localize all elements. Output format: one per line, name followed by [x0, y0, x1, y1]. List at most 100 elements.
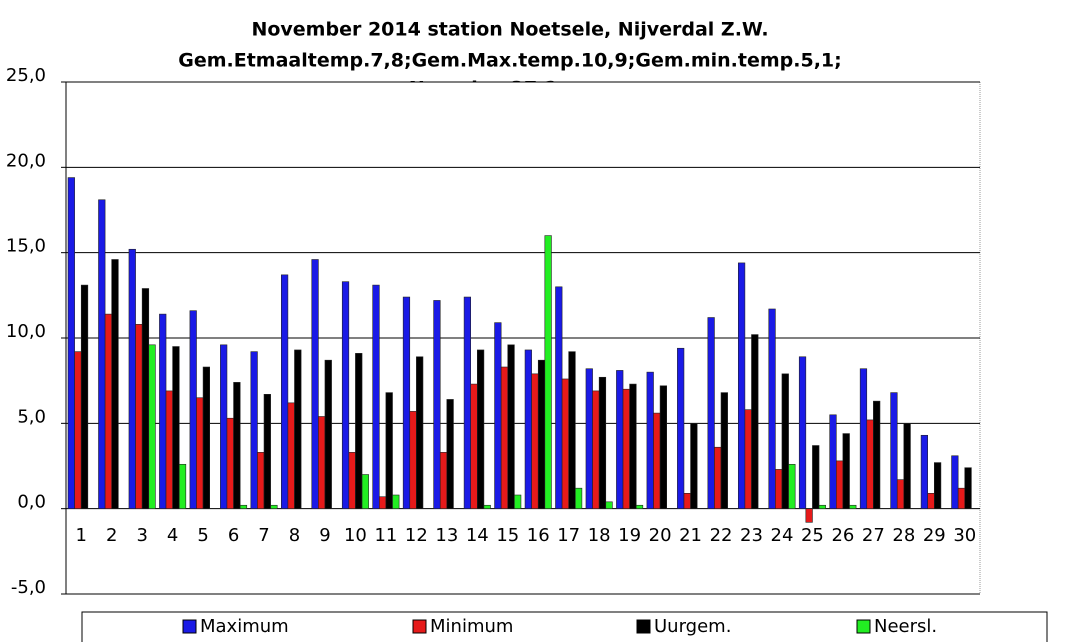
bar	[788, 463, 796, 509]
bar	[111, 259, 119, 509]
y-tick-label: 0,0	[17, 492, 46, 513]
legend-swatch	[182, 619, 197, 634]
bar	[873, 400, 881, 509]
bar	[866, 419, 874, 509]
bar	[544, 235, 552, 509]
bar	[622, 388, 630, 509]
bar	[361, 474, 369, 509]
x-tick-label: 29	[923, 525, 946, 546]
bar	[104, 313, 112, 509]
bar	[148, 344, 156, 509]
bar	[896, 479, 905, 509]
bar	[341, 281, 350, 509]
bar	[98, 199, 106, 509]
bar	[616, 370, 624, 509]
x-tick-label: 11	[374, 525, 397, 546]
y-tick-label: 5,0	[17, 406, 46, 427]
x-tick-label: 26	[831, 525, 854, 546]
bar	[67, 177, 75, 509]
bar	[257, 452, 265, 509]
bar	[263, 394, 271, 509]
bar	[629, 383, 637, 509]
legend-swatch	[636, 619, 651, 634]
bar	[890, 392, 898, 509]
bar	[446, 399, 454, 509]
bar	[74, 351, 82, 509]
bar	[378, 496, 387, 509]
bar	[537, 359, 546, 509]
bar	[903, 423, 911, 509]
x-tick-label: 20	[649, 525, 672, 546]
x-tick-label: 25	[801, 525, 824, 546]
bar	[270, 504, 278, 509]
legend-label: Minimum	[430, 616, 513, 637]
x-tick-label: 10	[344, 525, 367, 546]
x-tick-label: 23	[740, 525, 763, 546]
bar	[189, 310, 197, 509]
bar	[812, 445, 820, 509]
x-tick-label: 18	[588, 525, 611, 546]
bar	[202, 366, 211, 509]
bar	[951, 455, 959, 509]
bar	[555, 286, 563, 509]
legend-label: Neersl.	[874, 616, 937, 637]
bar	[751, 334, 759, 509]
bar	[653, 412, 661, 509]
bar	[220, 344, 228, 509]
x-tick-label: 3	[136, 525, 147, 546]
bar	[737, 262, 746, 509]
bar	[798, 356, 807, 509]
bar	[775, 469, 783, 509]
x-tick-label: 8	[289, 525, 300, 546]
x-tick-label: 6	[228, 525, 239, 546]
bar	[439, 452, 448, 509]
bar	[402, 296, 411, 509]
bar	[835, 460, 844, 509]
bar	[933, 462, 942, 509]
bar	[178, 463, 187, 509]
bar	[318, 416, 326, 509]
x-tick-label: 27	[862, 525, 885, 546]
bar	[598, 376, 607, 509]
y-tick-label: 20,0	[6, 150, 46, 171]
bar	[500, 366, 509, 509]
x-tick-label: 5	[197, 525, 208, 546]
x-tick-label: 17	[557, 525, 580, 546]
bar	[416, 356, 424, 509]
bar	[964, 467, 972, 509]
bar	[324, 359, 332, 509]
bar	[392, 494, 400, 509]
legend-box	[81, 611, 1048, 642]
x-tick-label: 4	[167, 525, 178, 546]
bar	[635, 504, 644, 509]
y-tick-label: 15,0	[6, 236, 46, 257]
bar	[409, 411, 417, 509]
bar	[385, 392, 393, 509]
x-tick-label: 22	[710, 525, 733, 546]
bar	[574, 487, 583, 509]
bar	[463, 296, 472, 509]
x-tick-label: 2	[106, 525, 117, 546]
bar	[287, 402, 295, 509]
x-tick-label: 19	[618, 525, 641, 546]
bar	[80, 284, 89, 509]
x-tick-label: 21	[679, 525, 702, 546]
legend-label: Uurgem.	[654, 616, 731, 637]
bar	[585, 368, 593, 509]
bar	[348, 452, 356, 509]
bar	[690, 423, 698, 509]
y-tick-label: 25,0	[6, 65, 46, 86]
x-tick-label: 14	[466, 525, 489, 546]
bar	[720, 392, 728, 509]
x-tick-label: 7	[258, 525, 269, 546]
bar	[172, 346, 180, 509]
x-tick-label: 9	[319, 525, 330, 546]
bar	[141, 288, 150, 509]
bar	[294, 349, 302, 509]
x-tick-label: 24	[771, 525, 794, 546]
y-tick-label: -5,0	[11, 577, 46, 598]
bar	[250, 351, 258, 509]
bar	[280, 274, 289, 509]
bar	[683, 493, 691, 509]
